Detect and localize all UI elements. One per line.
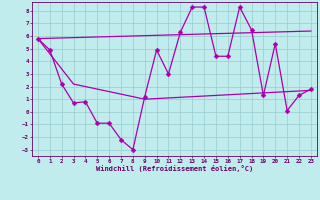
X-axis label: Windchill (Refroidissement éolien,°C): Windchill (Refroidissement éolien,°C) [96,165,253,172]
